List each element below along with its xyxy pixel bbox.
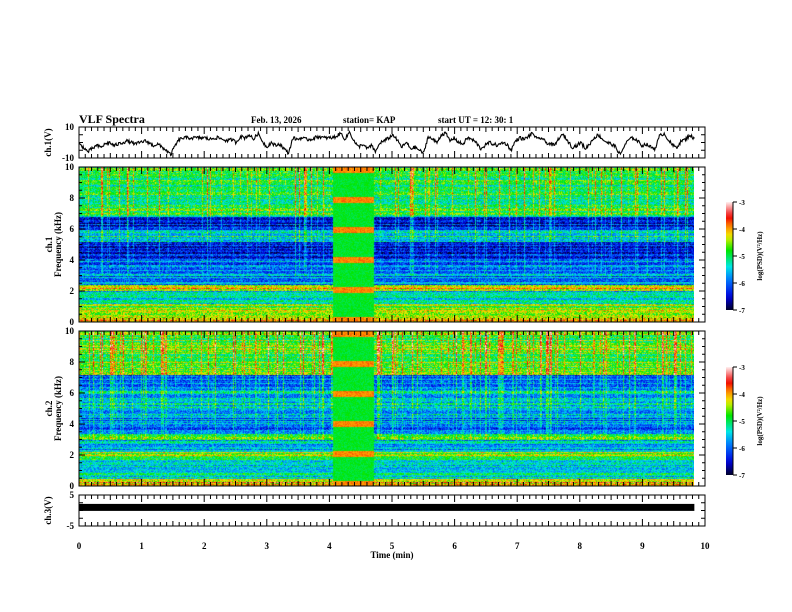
colorbar-tick-label: -7 — [739, 307, 745, 315]
x-tick-label: 5 — [390, 541, 395, 551]
y-tick-label: -5 — [67, 521, 75, 531]
ch3-voltage-panel — [79, 503, 695, 511]
y-tick-label: 6 — [70, 224, 75, 234]
time-axis-label: Time (min) — [370, 550, 413, 560]
y-tick-label: 10 — [65, 162, 75, 172]
x-tick-label: 7 — [515, 541, 520, 551]
y-tick-label: 0 — [70, 481, 75, 491]
station-label: station= KAP — [343, 115, 396, 125]
x-tick-label: 2 — [202, 541, 207, 551]
colorbar-tick-label: -5 — [739, 418, 745, 426]
colorbar-tick-label: -4 — [739, 226, 745, 234]
x-tick-label: 10 — [701, 541, 711, 551]
date-label: Feb. 13, 2026 — [251, 115, 302, 125]
colorbar-tick-label: -5 — [739, 253, 745, 261]
y-tick-label: 8 — [70, 357, 75, 367]
ch2-spectrogram-image — [79, 331, 694, 486]
ch1-colorbar: -3 -4 -5 -6 -7 — [726, 199, 745, 315]
colorbar-tick-label: -7 — [739, 472, 745, 480]
ch1-spectrogram-panel — [79, 167, 694, 322]
x-tick-label: 1 — [139, 541, 144, 551]
y-tick-label: 10 — [65, 122, 75, 132]
x-tick-label: 4 — [327, 541, 332, 551]
y-tick-label: 8 — [70, 193, 75, 203]
colorbar-tick-label: -6 — [739, 445, 745, 453]
y-tick-label: 2 — [70, 450, 75, 460]
colorbar-tick-label: -3 — [739, 364, 745, 372]
ch3-waveform-line — [79, 503, 695, 511]
x-tick-label: 0 — [77, 541, 82, 551]
x-tick-label: 3 — [265, 541, 270, 551]
ch1-voltage-ylabel: ch.1(V) — [43, 128, 53, 156]
x-tick-label: 9 — [640, 541, 645, 551]
colorbar-tick-label: -4 — [739, 391, 745, 399]
ch2-colorbar-label: log(PSD)(V²/Hz) — [756, 396, 764, 446]
y-tick-label: 4 — [70, 255, 75, 265]
y-tick-label: 2 — [70, 286, 75, 296]
colorbar-tick-label: -3 — [739, 199, 745, 207]
y-tick-label: 10 — [65, 326, 75, 336]
figure-title: VLF Spectra — [79, 112, 145, 126]
ch1-spectrogram-image — [79, 167, 694, 322]
ch3-voltage-ylabel: ch.3(V) — [43, 496, 53, 524]
y-tick-label: 5 — [70, 490, 75, 500]
ch1-voltage-panel — [78, 130, 695, 157]
colorbar-tick-label: -6 — [739, 280, 745, 288]
frequency-ylabel: ch.1Frequency (kHz) — [44, 212, 63, 277]
ch2-colorbar: -3 -4 -5 -6 -7 — [726, 364, 745, 480]
y-tick-label: 4 — [70, 419, 75, 429]
y-tick-label: 6 — [70, 388, 75, 398]
x-tick-label: 8 — [578, 541, 583, 551]
ch1-colorbar-label: log(PSD)(V²/Hz) — [756, 231, 764, 281]
colorbar-scale — [726, 202, 733, 310]
y-tick-label: -10 — [62, 153, 74, 163]
frequency-ylabel: ch.2Frequency (kHz) — [44, 376, 63, 441]
colorbar-scale — [726, 367, 733, 475]
ch1-waveform-line — [78, 130, 695, 157]
y-tick-label: 0 — [70, 317, 75, 327]
x-tick-label: 6 — [452, 541, 457, 551]
start-time-label: start UT = 12: 30: 1 — [438, 115, 514, 125]
ch2-spectrogram-panel — [79, 331, 694, 486]
